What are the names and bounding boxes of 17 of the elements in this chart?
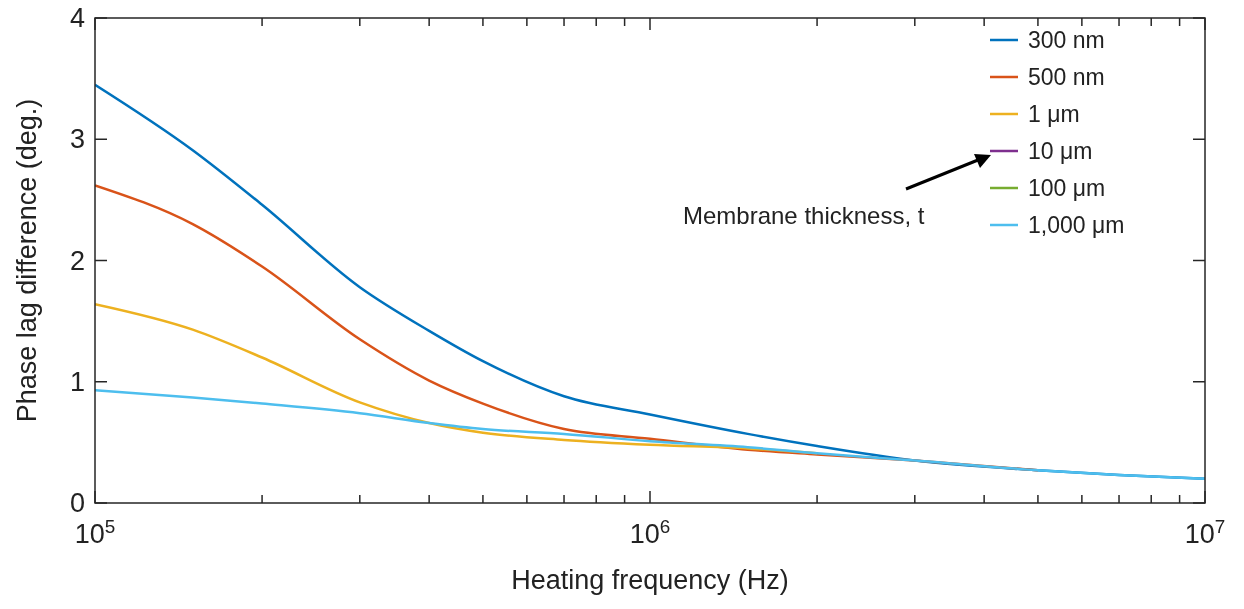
- x-axis-title: Heating frequency (Hz): [511, 565, 789, 595]
- x-tick-label: 10$^{5}$: [74, 515, 116, 549]
- y-axis-title: Phase lag difference (deg.): [12, 98, 42, 423]
- legend-label: 10 μm: [1028, 138, 1093, 164]
- y-tick-label: 1: [69, 366, 85, 397]
- legend-label: 300 nm: [1028, 27, 1105, 53]
- x-tick-label: 10$^{6}$: [629, 515, 671, 549]
- y-tick-label: 2: [69, 245, 85, 276]
- legend-label: 1 μm: [1028, 101, 1080, 127]
- legend-label: 100 μm: [1028, 175, 1106, 201]
- x-tick-label: 10$^{7}$: [1184, 515, 1226, 549]
- legend-label: 500 nm: [1028, 64, 1105, 90]
- legend-label: 1,000 μm: [1028, 212, 1125, 238]
- y-tick-label: 4: [69, 3, 85, 33]
- annotation: Membrane thickness, t: [683, 202, 925, 229]
- y-tick-label: 3: [69, 124, 85, 155]
- y-tick-label: 0: [69, 488, 85, 518]
